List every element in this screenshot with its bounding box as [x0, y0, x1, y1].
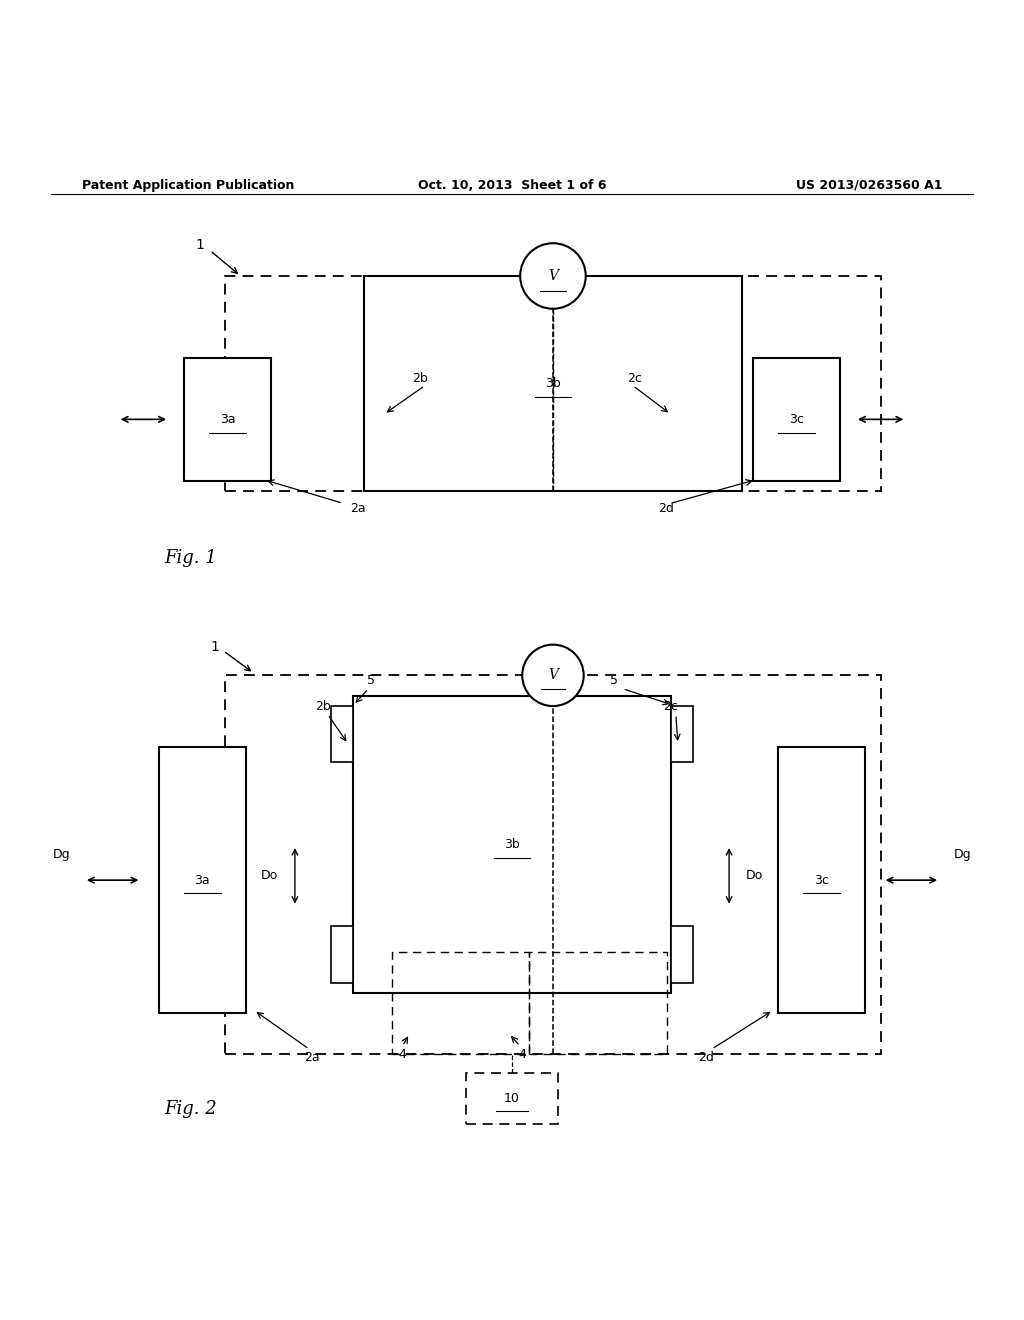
Text: 2d: 2d — [698, 1051, 715, 1064]
Text: Fig. 1: Fig. 1 — [164, 549, 217, 566]
Text: 4: 4 — [518, 1048, 526, 1061]
Text: V: V — [548, 269, 558, 282]
Text: 2b: 2b — [314, 700, 331, 713]
Text: 3a: 3a — [220, 413, 236, 426]
Text: 10: 10 — [504, 1092, 520, 1105]
Text: 3a: 3a — [195, 874, 210, 887]
FancyBboxPatch shape — [753, 358, 840, 480]
Text: US 2013/0263560 A1: US 2013/0263560 A1 — [796, 178, 942, 191]
Text: Fig. 2: Fig. 2 — [164, 1100, 217, 1118]
Text: V: V — [548, 668, 558, 682]
Text: 4: 4 — [398, 1048, 407, 1061]
FancyBboxPatch shape — [778, 747, 865, 1014]
Text: 3b: 3b — [545, 378, 561, 389]
FancyBboxPatch shape — [331, 706, 353, 763]
Text: 3c: 3c — [788, 413, 804, 426]
Text: 2d: 2d — [657, 502, 674, 515]
Circle shape — [520, 243, 586, 309]
Text: Dg: Dg — [953, 847, 972, 861]
Text: 5: 5 — [610, 675, 618, 686]
Text: Do: Do — [746, 870, 763, 882]
Text: 1: 1 — [196, 239, 204, 252]
FancyBboxPatch shape — [364, 276, 742, 491]
FancyBboxPatch shape — [353, 696, 671, 993]
Text: Dg: Dg — [52, 847, 71, 861]
Text: 3b: 3b — [504, 838, 520, 851]
Text: 1: 1 — [211, 640, 219, 653]
Text: Oct. 10, 2013  Sheet 1 of 6: Oct. 10, 2013 Sheet 1 of 6 — [418, 178, 606, 191]
Text: Do: Do — [261, 870, 278, 882]
FancyBboxPatch shape — [159, 747, 246, 1014]
FancyBboxPatch shape — [671, 706, 693, 763]
Text: 2b: 2b — [412, 372, 428, 385]
Text: 2c: 2c — [628, 372, 642, 385]
FancyBboxPatch shape — [331, 927, 353, 982]
Text: 2c: 2c — [664, 700, 678, 713]
Text: Patent Application Publication: Patent Application Publication — [82, 178, 294, 191]
Text: 2a: 2a — [350, 502, 367, 515]
FancyBboxPatch shape — [184, 358, 271, 480]
Text: 2a: 2a — [304, 1051, 321, 1064]
Text: 5: 5 — [367, 675, 375, 686]
Circle shape — [522, 644, 584, 706]
Text: 3c: 3c — [814, 874, 829, 887]
FancyBboxPatch shape — [671, 927, 693, 982]
